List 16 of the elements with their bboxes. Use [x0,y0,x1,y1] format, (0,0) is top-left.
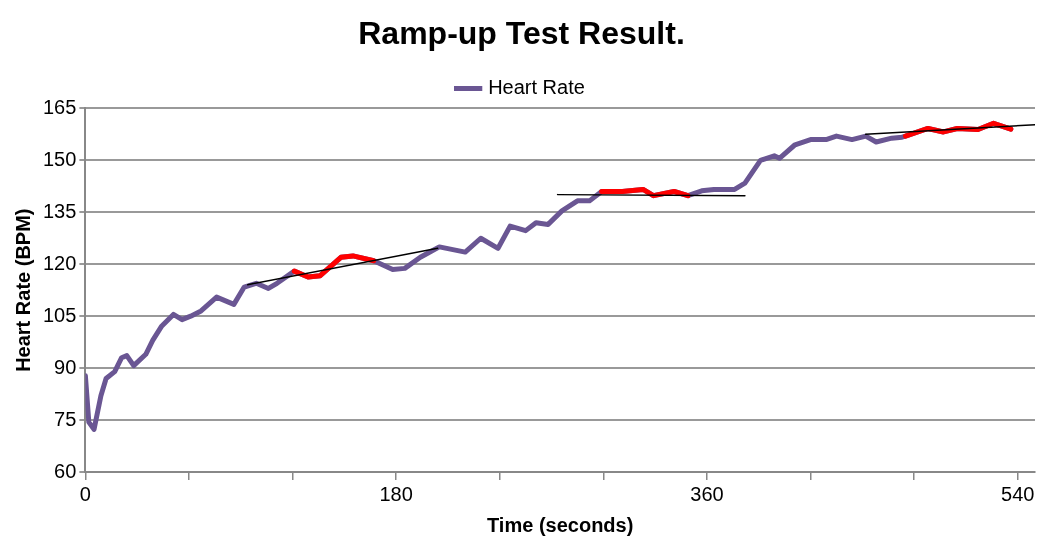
chart-title: Ramp-up Test Result. [358,15,685,52]
x-tick-label: 360 [690,482,724,505]
y-tick-label: 165 [42,95,77,118]
y-tick-label: 120 [42,251,77,274]
x-tick-label: 0 [79,482,91,505]
x-tick-label: 540 [1001,482,1035,505]
x-tick-label: 180 [379,482,413,505]
y-axis-title: Heart Rate (BPM) [11,208,34,372]
y-tick-label: 135 [42,199,77,222]
y-tick-label: 75 [54,407,77,430]
x-axis-title: Time (seconds) [487,513,634,536]
y-tick-label: 60 [54,459,77,482]
y-tick-label: 105 [42,303,77,326]
legend-label: Heart Rate [488,75,585,98]
y-tick-label: 90 [54,355,77,378]
y-tick-label: 150 [42,147,77,170]
